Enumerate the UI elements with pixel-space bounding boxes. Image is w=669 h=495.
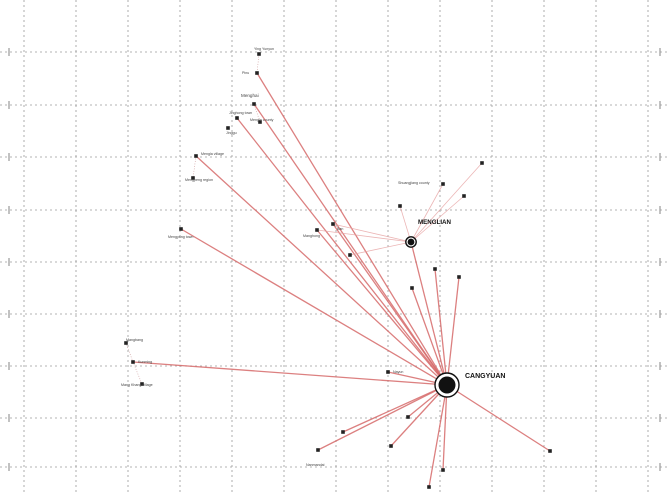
place-marker[interactable] — [179, 227, 183, 231]
place-marker[interactable] — [226, 126, 230, 130]
link-menglian — [410, 183, 444, 243]
place-marker[interactable] — [140, 382, 144, 386]
hub-marker-menglian[interactable] — [407, 238, 415, 246]
link-cangyuan — [390, 384, 448, 447]
place-label: Manghong — [303, 234, 320, 238]
place-marker[interactable] — [480, 161, 484, 165]
place-label: Jinggu — [226, 131, 237, 135]
link-menglian — [316, 229, 412, 243]
place-marker[interactable] — [348, 253, 352, 257]
place-label: Ban — [337, 227, 343, 231]
place-label: Mengpeng region — [185, 178, 213, 182]
place-marker[interactable] — [315, 228, 319, 232]
axis-tick-labels — [8, 48, 661, 471]
place-marker[interactable] — [398, 204, 402, 208]
link-cangyuan — [195, 155, 448, 386]
place-marker[interactable] — [427, 485, 431, 489]
place-label: Nanmandai — [306, 463, 325, 467]
link-menglian — [349, 241, 412, 256]
local-connector — [125, 342, 134, 363]
link-cangyuan — [316, 229, 448, 386]
link-cangyuan — [253, 103, 448, 386]
place-label: Mangbang — [126, 338, 143, 342]
link-cangyuan — [317, 384, 448, 451]
local-connector — [192, 155, 197, 179]
place-marker[interactable] — [389, 444, 393, 448]
place-marker[interactable] — [433, 267, 437, 271]
local-connector — [253, 103, 261, 123]
link-cangyuan — [446, 384, 551, 452]
place-label: Mang Khang village — [121, 383, 153, 387]
link-cangyuan — [132, 361, 448, 386]
link-cangyuan — [411, 287, 448, 386]
link-cangyuan — [446, 276, 460, 386]
place-marker[interactable] — [331, 222, 335, 226]
connection-lines — [125, 53, 551, 488]
place-labels: CANGYUAN MENGLIAN Ying Yunyun Pinu Menghai Ji… — [121, 47, 505, 467]
hub-label-menglian: MENGLIAN — [418, 219, 452, 226]
place-marker[interactable] — [124, 341, 128, 345]
hub-label-cangyuan: CANGYUAN — [465, 373, 505, 380]
place-label: Mengla village — [201, 152, 224, 156]
link-cangyuan — [236, 117, 448, 386]
place-marker[interactable] — [194, 154, 198, 158]
link-menglian — [332, 223, 412, 243]
place-marker[interactable] — [462, 194, 466, 198]
place-label: Kunming — [138, 360, 152, 364]
place-label: Jinghong town — [229, 111, 252, 115]
link-cangyuan — [256, 72, 448, 386]
local-connector — [132, 361, 143, 385]
link-cangyuan — [434, 268, 448, 386]
link-menglian — [399, 205, 412, 243]
place-label: Pinu — [242, 71, 249, 75]
place-label: Menghai — [241, 93, 259, 98]
place-marker[interactable] — [191, 176, 195, 180]
place-label: Nayun — [393, 370, 403, 374]
place-marker[interactable] — [235, 116, 239, 120]
place-label: Mengla county — [250, 118, 274, 122]
place-label: Shuangjiang county — [398, 181, 430, 185]
place-marker[interactable] — [441, 468, 445, 472]
place-marker[interactable] — [548, 449, 552, 453]
place-nodes — [124, 52, 552, 489]
place-marker[interactable] — [406, 415, 410, 419]
place-marker[interactable] — [258, 120, 262, 124]
link-menglian — [410, 195, 465, 243]
link-cangyuan — [332, 223, 448, 386]
place-marker[interactable] — [441, 182, 445, 186]
place-label: Ying Yunyun — [254, 47, 274, 51]
link-cangyuan — [428, 384, 448, 488]
place-marker[interactable] — [341, 430, 345, 434]
local-connector — [256, 53, 260, 74]
hub-marker-cangyuan[interactable] — [438, 376, 456, 394]
link-menglian — [410, 162, 483, 243]
place-marker[interactable] — [316, 448, 320, 452]
place-marker[interactable] — [457, 275, 461, 279]
place-marker[interactable] — [257, 52, 261, 56]
place-label: Mengyang town — [168, 235, 193, 239]
link-cangyuan — [180, 228, 448, 386]
place-marker[interactable] — [131, 360, 135, 364]
link-cangyuan — [442, 384, 448, 471]
place-marker[interactable] — [386, 370, 390, 374]
place-marker[interactable] — [410, 286, 414, 290]
link-cangyuan — [342, 384, 448, 433]
place-marker[interactable] — [255, 71, 259, 75]
link-cangyuan — [410, 241, 448, 386]
place-marker[interactable] — [252, 102, 256, 106]
